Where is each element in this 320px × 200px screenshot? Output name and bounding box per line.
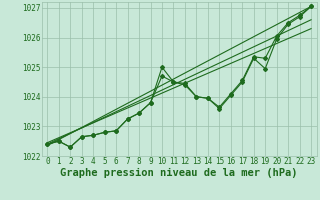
X-axis label: Graphe pression niveau de la mer (hPa): Graphe pression niveau de la mer (hPa) (60, 168, 298, 178)
